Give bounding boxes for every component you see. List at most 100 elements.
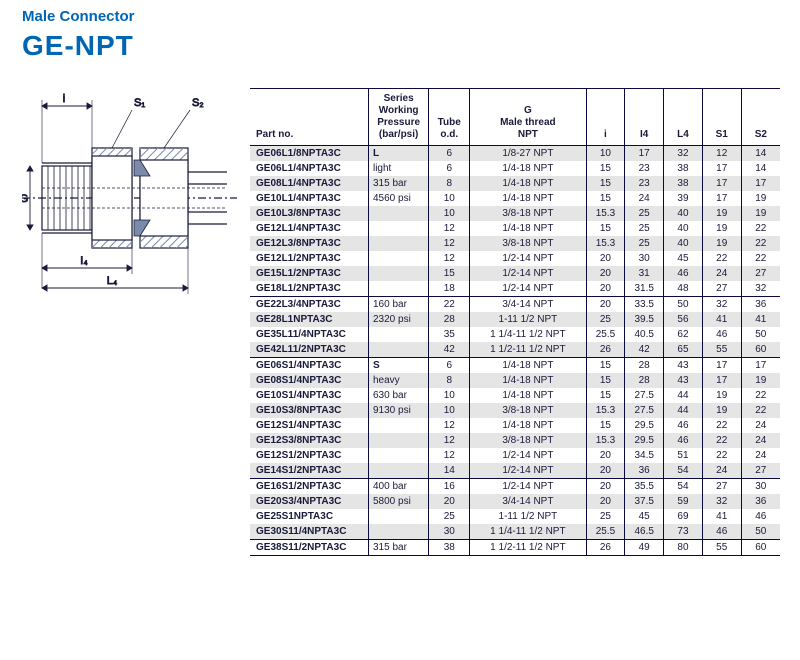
cell-L4: 46 — [664, 266, 703, 281]
cell-L4: 40 — [664, 206, 703, 221]
cell-S1: 19 — [702, 206, 741, 221]
cell-I4: 29.5 — [625, 433, 664, 448]
cell-S2: 50 — [741, 327, 780, 342]
cell-thread: 1/2-14 NPT — [470, 479, 586, 495]
cell-series: 9130 psi — [368, 403, 428, 418]
table-row: GE22L3/4NPTA3C160 bar223/4-14 NPT2033.55… — [250, 297, 780, 313]
cell-S1: 22 — [702, 418, 741, 433]
cell-L4: 46 — [664, 433, 703, 448]
cell-I4: 28 — [625, 373, 664, 388]
cell-S1: 19 — [702, 388, 741, 403]
cell-L4: 43 — [664, 358, 703, 374]
cell-L4: 65 — [664, 342, 703, 358]
cell-i: 20 — [586, 494, 625, 509]
table-row: GE12S1/4NPTA3C121/4-18 NPT1529.5462224 — [250, 418, 780, 433]
cell-S2: 27 — [741, 266, 780, 281]
cell-tube: 12 — [429, 251, 470, 266]
cell-S2: 36 — [741, 494, 780, 509]
cell-i: 15 — [586, 176, 625, 191]
table-row: GE28L1NPTA3C2320 psi281-11 1/2 NPT2539.5… — [250, 312, 780, 327]
cell-thread: 1/4-18 NPT — [470, 373, 586, 388]
cell-partno: GE12S1/2NPTA3C — [250, 448, 368, 463]
cell-thread: 1 1/4-11 1/2 NPT — [470, 327, 586, 342]
cell-tube: 8 — [429, 176, 470, 191]
cell-series — [368, 342, 428, 358]
cell-I4: 27.5 — [625, 403, 664, 418]
cell-tube: 38 — [429, 540, 470, 556]
cell-thread: 1/2-14 NPT — [470, 463, 586, 479]
cell-tube: 22 — [429, 297, 470, 313]
cell-S1: 55 — [702, 540, 741, 556]
cell-S2: 22 — [741, 236, 780, 251]
cell-S1: 41 — [702, 312, 741, 327]
cell-S1: 19 — [702, 403, 741, 418]
cell-tube: 6 — [429, 146, 470, 162]
cell-tube: 16 — [429, 479, 470, 495]
col-header-I4: I4 — [625, 89, 664, 146]
cell-L4: 54 — [664, 463, 703, 479]
cell-tube: 6 — [429, 161, 470, 176]
cell-tube: 12 — [429, 448, 470, 463]
cell-S1: 17 — [702, 373, 741, 388]
cell-series — [368, 418, 428, 433]
cell-S2: 60 — [741, 342, 780, 358]
table-row: GE06L1/4NPTA3Clight61/4-18 NPT1523381714 — [250, 161, 780, 176]
cell-partno: GE18L1/2NPTA3C — [250, 281, 368, 297]
cell-partno: GE22L3/4NPTA3C — [250, 297, 368, 313]
dim-i4-label: I₄ — [80, 255, 88, 267]
cell-S1: 41 — [702, 509, 741, 524]
cell-partno: GE12L3/8NPTA3C — [250, 236, 368, 251]
cell-I4: 34.5 — [625, 448, 664, 463]
cell-S2: 30 — [741, 479, 780, 495]
cell-tube: 28 — [429, 312, 470, 327]
cell-I4: 42 — [625, 342, 664, 358]
cell-I4: 23 — [625, 176, 664, 191]
cell-thread: 1/4-18 NPT — [470, 221, 586, 236]
table-row: GE38S11/2NPTA3C315 bar381 1/2-11 1/2 NPT… — [250, 540, 780, 556]
cell-S2: 19 — [741, 373, 780, 388]
cell-L4: 73 — [664, 524, 703, 540]
cell-S2: 24 — [741, 448, 780, 463]
cell-L4: 69 — [664, 509, 703, 524]
cell-partno: GE06L1/8NPTA3C — [250, 146, 368, 162]
cell-S2: 22 — [741, 403, 780, 418]
cell-partno: GE35L11/4NPTA3C — [250, 327, 368, 342]
table-row: GE10L3/8NPTA3C103/8-18 NPT15.325401919 — [250, 206, 780, 221]
cell-S1: 24 — [702, 266, 741, 281]
cell-i: 20 — [586, 448, 625, 463]
cell-tube: 12 — [429, 236, 470, 251]
cell-S1: 55 — [702, 342, 741, 358]
cell-thread: 1/2-14 NPT — [470, 251, 586, 266]
cell-S1: 24 — [702, 463, 741, 479]
cell-i: 25.5 — [586, 524, 625, 540]
cell-partno: GE12L1/2NPTA3C — [250, 251, 368, 266]
cell-S2: 14 — [741, 146, 780, 162]
cell-tube: 15 — [429, 266, 470, 281]
cell-series — [368, 524, 428, 540]
cell-series: heavy — [368, 373, 428, 388]
cell-L4: 40 — [664, 236, 703, 251]
cell-thread: 1/2-14 NPT — [470, 266, 586, 281]
cell-I4: 29.5 — [625, 418, 664, 433]
table-row: GE18L1/2NPTA3C181/2-14 NPT2031.5482732 — [250, 281, 780, 297]
cell-i: 20 — [586, 479, 625, 495]
table-row: GE10S3/8NPTA3C9130 psi103/8-18 NPT15.327… — [250, 403, 780, 418]
cell-series — [368, 463, 428, 479]
cell-series — [368, 266, 428, 281]
table-row: GE12S1/2NPTA3C121/2-14 NPT2034.5512224 — [250, 448, 780, 463]
cell-I4: 36 — [625, 463, 664, 479]
cell-S2: 60 — [741, 540, 780, 556]
cell-series — [368, 509, 428, 524]
cell-thread: 3/8-18 NPT — [470, 236, 586, 251]
cell-tube: 10 — [429, 206, 470, 221]
cell-i: 20 — [586, 251, 625, 266]
cell-i: 15.3 — [586, 206, 625, 221]
cell-partno: GE12S1/4NPTA3C — [250, 418, 368, 433]
cell-I4: 23 — [625, 161, 664, 176]
cell-partno: GE42L11/2NPTA3C — [250, 342, 368, 358]
cell-thread: 1/2-14 NPT — [470, 281, 586, 297]
cell-series: 630 bar — [368, 388, 428, 403]
cell-S2: 46 — [741, 509, 780, 524]
cell-tube: 10 — [429, 388, 470, 403]
cell-S2: 32 — [741, 281, 780, 297]
